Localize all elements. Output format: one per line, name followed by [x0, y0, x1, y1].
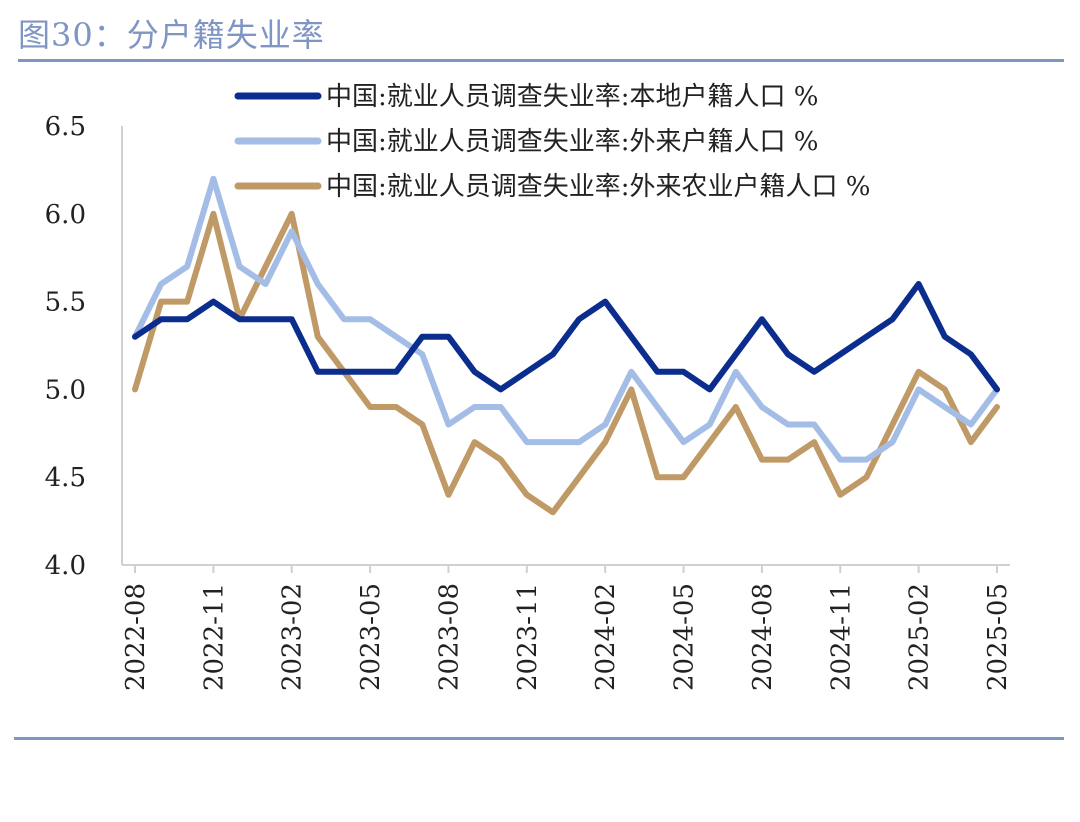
y-tick-label: 6.5 — [45, 112, 86, 142]
y-tick-label: 4.0 — [45, 551, 86, 581]
x-tick-label: 2024-11 — [826, 583, 856, 691]
x-tick-labels: 2022-08 2022-11 2023-02 2023-05 2023-08 2023-… — [121, 565, 1013, 691]
x-tick-label: 2022-08 — [121, 583, 151, 691]
chart-axes — [121, 126, 1010, 566]
y-tick-label: 6.0 — [45, 200, 86, 230]
bottom-divider — [14, 737, 1064, 740]
x-tick-label: 2024-08 — [748, 583, 778, 691]
y-tick-label: 5.0 — [45, 375, 86, 405]
x-tick-label: 2023-11 — [513, 583, 543, 691]
chart-legend: 中国:就业人员调查失业率:本地户籍人口 % 中国:就业人员调查失业率:外来户籍人口… — [234, 82, 871, 202]
y-tick-label: 4.5 — [45, 463, 86, 493]
chart-series — [132, 175, 1000, 516]
y-tick-label: 5.5 — [45, 288, 86, 318]
x-tick-label: 2025-05 — [983, 583, 1013, 691]
series-line-1 — [132, 281, 1000, 393]
legend-label: 中国:就业人员调查失业率:外来户籍人口 % — [326, 127, 819, 157]
x-tick-label: 2023-08 — [434, 583, 464, 691]
series-line-3 — [132, 210, 1000, 516]
x-tick-label: 2023-05 — [356, 583, 386, 691]
x-tick-label: 2024-05 — [670, 583, 700, 691]
x-tick-label: 2025-02 — [905, 583, 935, 691]
x-tick-label: 2022-11 — [199, 583, 229, 691]
legend-label: 中国:就业人员调查失业率:外来农业户籍人口 % — [326, 172, 871, 202]
y-tick-labels: 4.0 4.5 5.0 5.5 6.0 6.5 — [45, 112, 86, 581]
figure-title: 图30：分户籍失业率 — [18, 16, 325, 54]
x-tick-label: 2023-02 — [278, 583, 308, 691]
series-line-2 — [132, 175, 1000, 463]
legend-label: 中国:就业人员调查失业率:本地户籍人口 % — [326, 82, 819, 112]
x-tick-label: 2024-02 — [591, 583, 621, 691]
top-divider — [18, 59, 1064, 62]
